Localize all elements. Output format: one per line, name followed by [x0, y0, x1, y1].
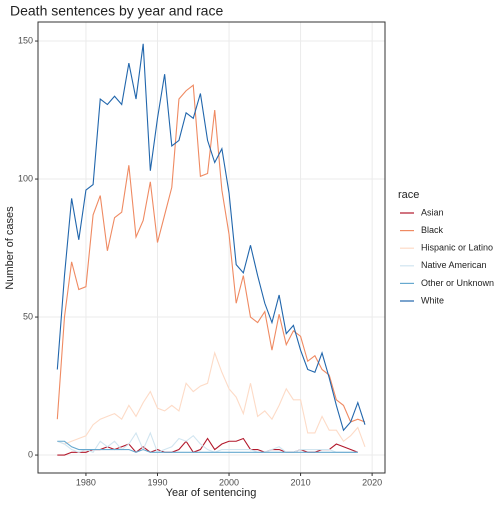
legend-label: White — [421, 295, 444, 305]
y-tick-label: 150 — [18, 35, 33, 45]
legend-label: Native American — [421, 260, 487, 270]
chart-title: Death sentences by year and race — [10, 3, 223, 19]
y-tick-label: 0 — [28, 449, 33, 459]
series-line — [57, 440, 358, 453]
series-line — [57, 351, 366, 447]
y-tick-label: 100 — [18, 173, 33, 183]
x-tick-label: 2020 — [362, 477, 382, 487]
series-line — [56, 84, 366, 423]
plot-border — [37, 21, 386, 474]
x-tick-label: 2000 — [219, 477, 239, 487]
x-tick-label: 1990 — [147, 477, 167, 487]
series-line — [57, 431, 358, 454]
legend-label: Other or Unknown — [421, 278, 494, 288]
legend-label: Hispanic or Latino — [421, 243, 493, 253]
x-axis-label: Year of sentencing — [166, 487, 257, 499]
x-tick-label: 1980 — [76, 477, 96, 487]
y-tick-label: 50 — [23, 311, 33, 321]
legend-label: Asian — [421, 207, 444, 217]
x-tick-label: 2010 — [291, 477, 311, 487]
series-line — [56, 43, 366, 432]
y-axis-label: Number of cases — [4, 206, 16, 290]
legend-title: race — [398, 189, 419, 201]
legend-label: Black — [421, 225, 444, 235]
